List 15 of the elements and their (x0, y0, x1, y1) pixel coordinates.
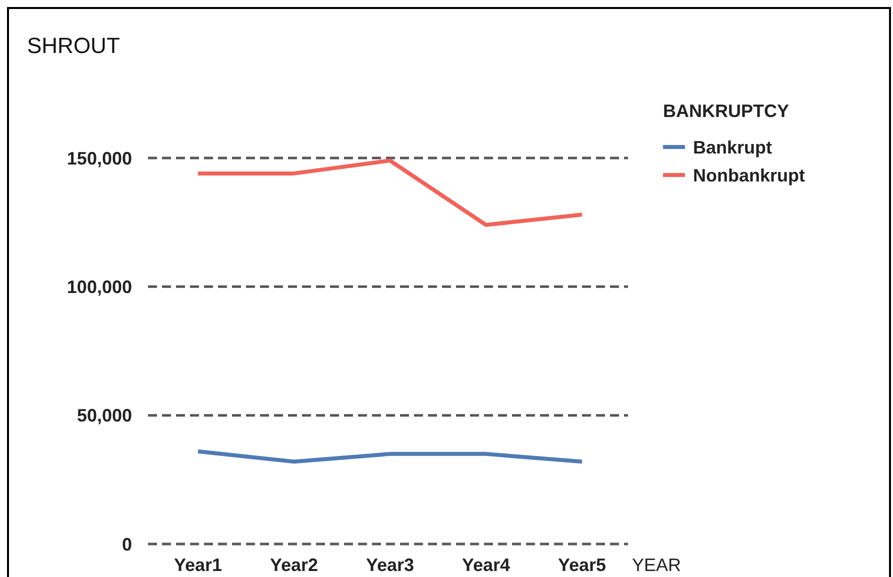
x-tick-label: Year3 (366, 555, 414, 575)
y-tick-label: 150,000 (66, 148, 132, 168)
y-tick-label: 100,000 (66, 276, 132, 297)
legend-title: BANKRUPTCY (663, 101, 789, 121)
x-tick-label: Year4 (462, 555, 510, 575)
x-tick-label: Year1 (174, 555, 222, 575)
x-axis-title: YEAR (632, 555, 682, 575)
legend-label: Nonbankrupt (693, 165, 805, 186)
line-series (196, 158, 584, 227)
legend-label: Bankrupt (693, 137, 772, 158)
x-tick-label: Year5 (558, 555, 606, 575)
y-tick-label: 50,000 (76, 406, 132, 426)
y-tick-label: 0 (122, 534, 132, 554)
y-axis-title: SHROUT (27, 33, 120, 58)
x-tick-label: Year2 (270, 555, 318, 575)
